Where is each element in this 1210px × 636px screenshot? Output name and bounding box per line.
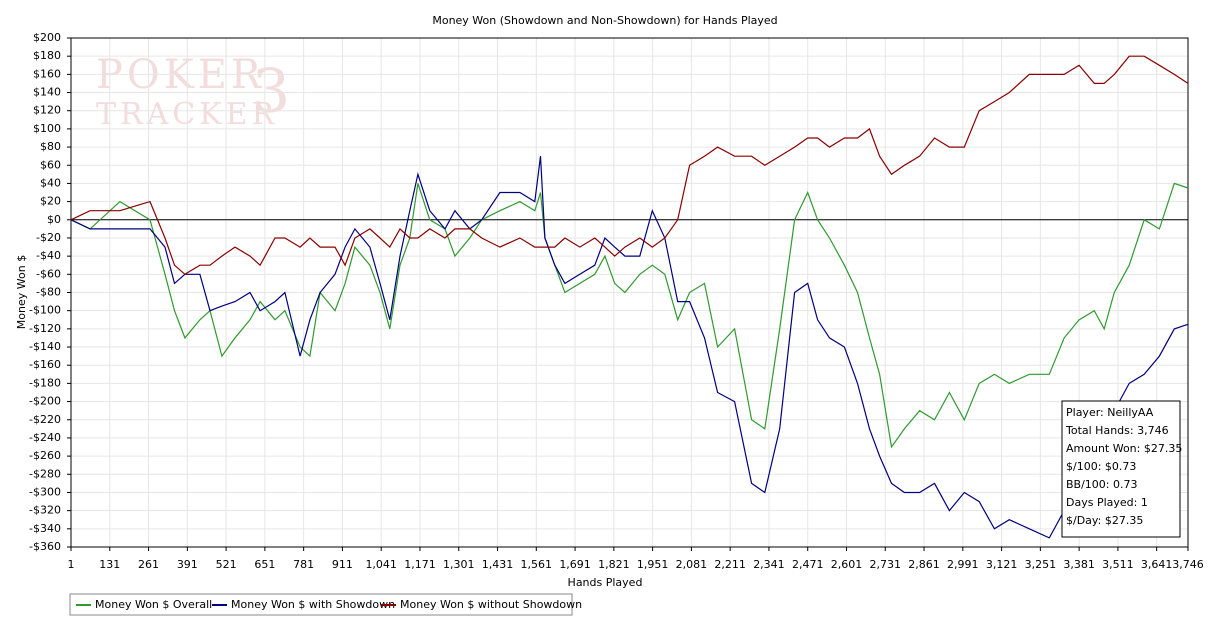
y-tick-label: -$280	[29, 467, 61, 480]
x-tick-label: 3,381	[1063, 558, 1095, 571]
info-box	[1061, 400, 1181, 538]
x-tick-label: 2,471	[792, 558, 824, 571]
y-tick-label: -$180	[29, 376, 61, 389]
x-tick-label: 131	[99, 558, 120, 571]
y-tick-label: $40	[40, 176, 61, 189]
info-line: Total Hands: 3,746	[1065, 424, 1169, 437]
x-tick-label: 1,821	[598, 558, 630, 571]
x-tick-label: 261	[138, 558, 159, 571]
legend-label: Money Won $ with Showdown	[231, 598, 395, 611]
chart-title: Money Won (Showdown and Non-Showdown) fo…	[432, 14, 777, 27]
x-tick-label: 2,211	[714, 558, 746, 571]
info-line: BB/100: 0.73	[1066, 478, 1138, 491]
y-tick-label: -$340	[29, 522, 61, 535]
x-tick-label: 1,691	[559, 558, 591, 571]
series-line	[70, 55, 1189, 276]
y-tick-label: $160	[33, 67, 61, 80]
x-tick-label: 1,041	[365, 558, 397, 571]
y-tick-label: -$140	[29, 340, 61, 353]
y-tick-label: $80	[40, 140, 61, 153]
y-tick-label: -$80	[36, 286, 61, 299]
x-tick-label: 651	[254, 558, 275, 571]
legend-label: Money Won $ Overall	[95, 598, 212, 611]
y-tick-label: -$200	[29, 395, 61, 408]
x-tick-label: 2,731	[870, 558, 902, 571]
y-tick-label: -$40	[36, 249, 61, 262]
x-tick-label: 3,121	[986, 558, 1018, 571]
info-line: $/Day: $27.35	[1066, 514, 1143, 527]
x-tick-label: 2,341	[753, 558, 785, 571]
x-tick-label: 3,511	[1102, 558, 1134, 571]
series-line	[70, 156, 1189, 539]
x-tick-label: 1,301	[443, 558, 475, 571]
x-tick-label: 1	[68, 558, 75, 571]
series-line	[70, 182, 1189, 449]
x-tick-label: 2,081	[676, 558, 708, 571]
legend-box	[69, 593, 573, 616]
y-tick-label: -$120	[29, 322, 61, 335]
x-tick-label: 2,601	[831, 558, 863, 571]
watermark: 3	[252, 57, 294, 127]
y-tick-label: -$300	[29, 485, 61, 498]
x-tick-label: 3,641	[1141, 558, 1173, 571]
x-tick-label: 3,251	[1025, 558, 1057, 571]
x-axis-title: Hands Played	[568, 576, 643, 589]
y-tick-label: -$160	[29, 358, 61, 371]
watermark: TRACKER	[96, 97, 278, 132]
info-line: $/100: $0.73	[1066, 460, 1136, 473]
y-tick-label: $200	[33, 31, 61, 44]
watermark: POKER	[96, 52, 265, 98]
info-line: Amount Won: $27.35	[1066, 442, 1182, 455]
y-tick-label: -$100	[29, 304, 61, 317]
info-line: Player: NeillyAA	[1066, 406, 1154, 419]
legend: Money Won $ Overall Money Won $ with Show…	[69, 593, 582, 616]
y-axis-title: Money Won $	[15, 255, 28, 329]
y-tick-label: -$220	[29, 413, 61, 426]
y-tick-label: -$260	[29, 449, 61, 462]
y-tick-label: -$360	[29, 540, 61, 553]
y-tick-label: $20	[40, 195, 61, 208]
y-tick-label: -$320	[29, 504, 61, 517]
y-tick-label: $60	[40, 158, 61, 171]
y-tick-label: $180	[33, 49, 61, 62]
x-tick-label: 1,561	[521, 558, 553, 571]
y-tick-label: $140	[33, 86, 61, 99]
x-tick-label: 1,431	[482, 558, 514, 571]
x-tick-label: 911	[332, 558, 353, 571]
y-tick-label: $0	[47, 213, 61, 226]
x-tick-label: 1,171	[404, 558, 436, 571]
x-tick-label: 2,991	[947, 558, 979, 571]
info-line: Days Played: 1	[1066, 496, 1148, 509]
y-tick-label: -$240	[29, 431, 61, 444]
x-tick-label: 521	[216, 558, 237, 571]
y-tick-label: $120	[33, 104, 61, 117]
y-tick-label: -$60	[36, 267, 61, 280]
x-tick-label: 1,951	[637, 558, 669, 571]
x-tick-label: 391	[177, 558, 198, 571]
y-tick-label: $100	[33, 122, 61, 135]
legend-label: Money Won $ without Showdown	[400, 598, 582, 611]
x-tick-label: 3,746	[1172, 558, 1204, 571]
x-tick-label: 2,861	[908, 558, 940, 571]
x-tick-label: 781	[293, 558, 314, 571]
y-tick-label: -$20	[36, 231, 61, 244]
plot-frame	[70, 37, 1189, 548]
